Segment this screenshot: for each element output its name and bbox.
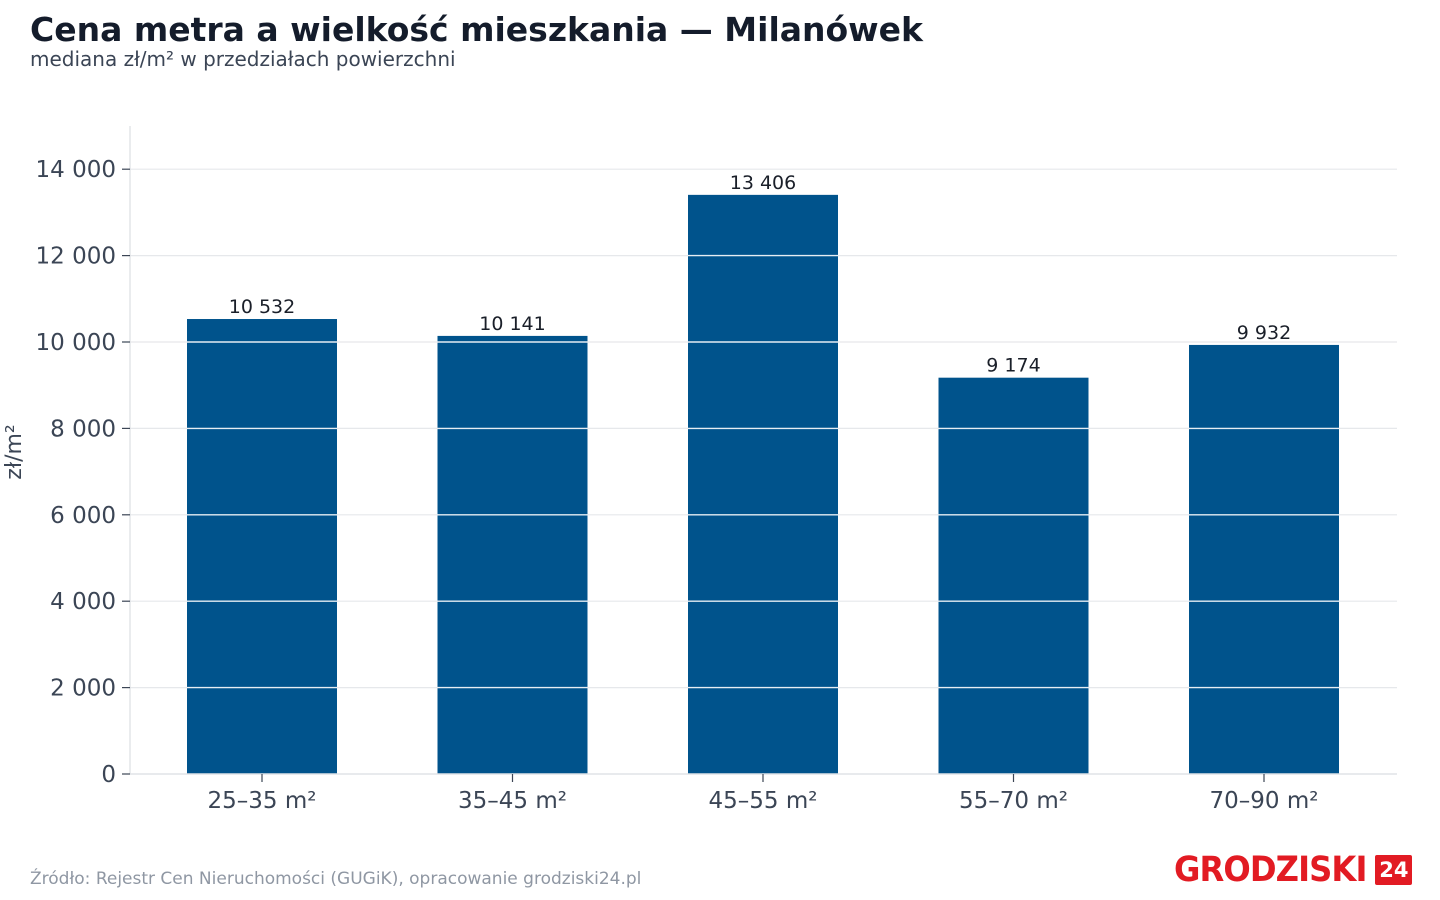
data-label-0: 10 532	[229, 296, 295, 318]
logo-wordmark: GRODZISKI	[1174, 850, 1367, 890]
y-tick-label-4000: 4 000	[50, 589, 116, 615]
data-label-2: 13 406	[730, 172, 796, 194]
bar-3	[938, 377, 1089, 774]
data-label-3: 9 174	[986, 355, 1040, 377]
y-tick-label-14000: 14 000	[36, 157, 116, 183]
data-label-4: 9 932	[1237, 322, 1291, 344]
x-tick-label-1: 35–45 m²	[458, 788, 567, 814]
bar-1	[437, 335, 588, 774]
chart-subtitle: mediana zł/m² w przedziałach powierzchni	[30, 47, 456, 71]
bar-4	[1189, 344, 1339, 774]
y-tick-label-10000: 10 000	[36, 330, 116, 356]
x-tick-label-2: 45–55 m²	[709, 788, 818, 814]
y-axis-title: zł/m²	[2, 424, 27, 479]
bars	[187, 194, 1339, 775]
source-note: Źródło: Rejestr Cen Nieruchomości (GUGiK…	[30, 869, 642, 889]
logo-badge: 24	[1375, 855, 1413, 885]
x-tick-label-3: 55–70 m²	[959, 788, 1068, 814]
y-tick-label-6000: 6 000	[50, 503, 116, 529]
axes: 0 2 000 4 000 6 000 8 000 10 000 12 000 14 000 2…	[2, 126, 1397, 814]
y-tick-label-8000: 8 000	[50, 416, 116, 442]
grodziski24-logo: GRODZISKI 24	[1174, 850, 1413, 890]
bar-0	[187, 319, 337, 774]
y-tick-label-0: 0	[101, 762, 116, 788]
bar-2	[688, 194, 838, 775]
bar-overlay-gridlines	[187, 254, 1339, 689]
x-tick-label-0: 25–35 m²	[208, 788, 317, 814]
bar-chart: 10 532 10 141 13 406 9 174 9 932 0 2 000 4 000…	[2, 126, 1397, 814]
y-tick-label-12000: 12 000	[36, 244, 116, 270]
data-labels: 10 532 10 141 13 406 9 174 9 932	[229, 172, 1291, 377]
chart-title: Cena metra a wielkość mieszkania — Milan…	[30, 10, 923, 49]
y-tick-label-2000: 2 000	[50, 676, 116, 702]
x-tick-label-4: 70–90 m²	[1210, 788, 1319, 814]
data-label-1: 10 141	[479, 313, 545, 335]
